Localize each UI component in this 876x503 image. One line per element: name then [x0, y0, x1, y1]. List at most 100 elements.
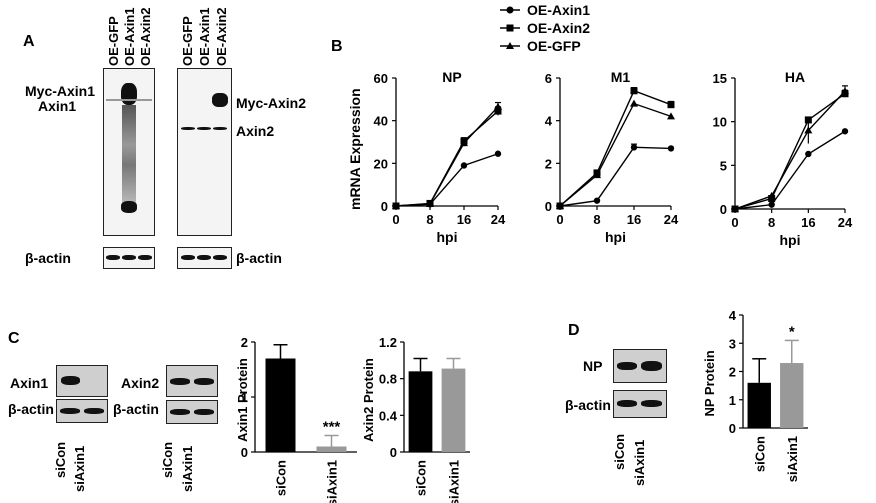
series-line-oe-axin1: [559, 146, 672, 207]
lane-label-c-siaxin1-2: siAxin1: [180, 445, 195, 492]
point-circle: [593, 197, 601, 204]
lane-label-c-siaxin1-1: siAxin1: [72, 445, 87, 492]
legend-marker-triangle: [506, 42, 514, 49]
point-square: [768, 195, 776, 203]
y-tick-label: 1: [241, 390, 248, 405]
band-d-np-1: [617, 362, 637, 370]
y-tick-label: 1: [729, 393, 736, 408]
band-d-actin-2: [641, 400, 662, 407]
y-tick-label: 0: [545, 199, 552, 214]
x-tick-label: 24: [838, 215, 853, 230]
y-tick-label: 5: [720, 158, 727, 173]
y-tick-label: 20: [374, 156, 388, 171]
chart-title: M1: [611, 69, 631, 85]
point-triangle: [841, 87, 849, 95]
lane-label-oe-axin2: OE-Axin2: [138, 7, 153, 66]
blot-c-actin-1: [56, 399, 108, 423]
lane-label-d-sicon: siCon: [612, 433, 627, 470]
label-actin-left: β-actin: [25, 250, 71, 266]
lane-label-c-sicon-2: siCon: [160, 441, 175, 478]
series-line-oe-axin1: [734, 130, 846, 210]
chart-title: NP: [442, 69, 461, 85]
y-tick-label: 4: [729, 308, 737, 323]
x-tick-label: 24: [491, 212, 506, 227]
point-square: [804, 116, 812, 124]
x-tick-label: 8: [593, 212, 600, 227]
y-tick-label: 15: [713, 71, 727, 86]
point-square: [494, 107, 502, 115]
x-axis-label: hpi: [437, 229, 458, 245]
legend-label-oe-axin2: OE-Axin2: [527, 20, 590, 36]
point-circle: [556, 202, 564, 210]
y-tick-label: 0: [241, 445, 248, 460]
significance-label: *: [789, 323, 795, 340]
band-axin2-2: [197, 127, 211, 130]
band-myc-axin1: [121, 83, 137, 105]
point-circle: [494, 150, 502, 157]
x-tick-label: 0: [556, 212, 563, 227]
band-c-actin-1: [60, 408, 80, 414]
lane-label-oe-axin1: OE-Axin1: [122, 7, 137, 66]
lane-label-d-siaxin1: siAxin1: [632, 439, 647, 486]
band-c-axin2-2: [194, 378, 214, 385]
legend-label-oe-gfp: OE-GFP: [527, 38, 581, 54]
y-axis-label: NP Protein: [702, 350, 717, 416]
series-line-oe-gfp: [559, 102, 672, 207]
y-tick-label: 2: [241, 335, 248, 350]
lane-label-oe-axin1-2: OE-Axin1: [197, 7, 212, 66]
series-line-oe-axin2: [559, 89, 672, 207]
y-axis-label: Axin1 Protein: [235, 358, 250, 442]
band-c-actin-3: [170, 409, 190, 415]
panel-letter-d: D: [568, 322, 580, 339]
point-circle: [630, 144, 638, 151]
point-triangle: [556, 202, 564, 209]
point-square: [731, 205, 739, 213]
label-myc-axin1: Myc-Axin1: [25, 83, 96, 99]
bar-chart-np-protein: 0 1 2 3 4 NP Protein siCon siAxin1 *: [702, 308, 808, 482]
x-tick-label: siCon: [752, 436, 767, 472]
point-circle: [731, 205, 739, 213]
series-line-oe-gfp: [395, 106, 499, 207]
point-circle: [841, 128, 849, 135]
point-square: [593, 169, 601, 177]
point-square: [392, 202, 400, 210]
y-tick-label: 0: [720, 202, 727, 217]
point-square: [667, 101, 675, 109]
point-triangle: [804, 126, 813, 134]
x-tick-label: 24: [664, 212, 679, 227]
lane-label-oe-axin2-2: OE-Axin2: [214, 7, 229, 66]
y-tick-label: 2: [545, 156, 552, 171]
bar-siaxin1: [316, 446, 347, 452]
bar-siaxin1: [780, 363, 804, 428]
y-tick-label: 0: [729, 421, 736, 436]
x-tick-label: 16: [627, 212, 641, 227]
bar-sicon: [408, 371, 433, 452]
label-c-actin-1: β-actin: [8, 401, 54, 417]
panel-letter-a: A: [23, 33, 35, 50]
x-tick-label: siAxin1: [785, 436, 800, 482]
band-axin2-1: [181, 127, 195, 130]
y-tick-label: 2: [729, 365, 736, 380]
lane-label-oe-gfp: OE-GFP: [106, 16, 121, 66]
legend-marker-square: [506, 24, 514, 32]
x-tick-label: 0: [731, 215, 738, 230]
point-square: [841, 90, 849, 98]
band-c-actin-2: [84, 408, 104, 414]
x-axis-label: hpi: [780, 232, 801, 248]
x-tick-label: siCon: [414, 460, 429, 496]
lane-label-oe-gfp-2: OE-GFP: [180, 16, 195, 66]
label-d-np: NP: [583, 358, 603, 374]
y-tick-label: 0: [390, 445, 397, 460]
y-tick-label: 40: [374, 114, 388, 129]
band-d-np-2: [641, 361, 662, 371]
band-actin-1: [106, 255, 120, 260]
point-square: [630, 87, 638, 95]
bar-sicon: [265, 358, 296, 452]
blot-d-np: [613, 349, 667, 383]
bar-siaxin1: [441, 368, 466, 452]
x-axis-label: hpi: [605, 229, 626, 245]
x-tick-label: siAxin1: [447, 460, 462, 503]
bar-chart-axin1-protein: 0 1 2 Axin1 Protein siCon siAxin1 ***: [235, 335, 357, 503]
ylabel-mrna-expression: mRNA Expression: [347, 88, 363, 210]
